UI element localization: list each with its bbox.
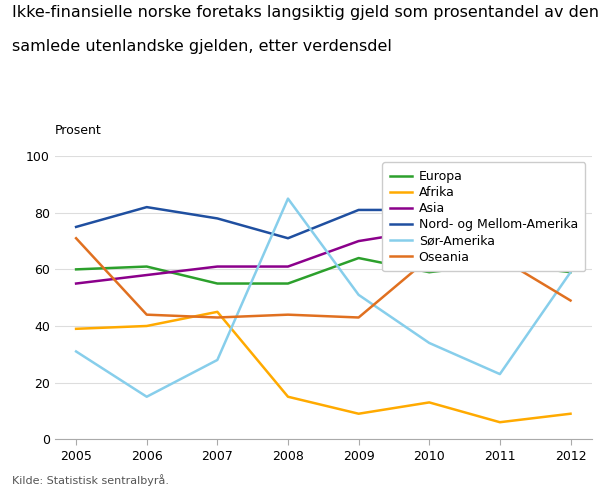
Line: Sør-Amerika: Sør-Amerika bbox=[76, 199, 570, 397]
Asia bbox=[567, 221, 574, 227]
Line: Asia: Asia bbox=[76, 224, 570, 284]
Europa bbox=[496, 261, 503, 266]
Oseania bbox=[214, 315, 221, 321]
Oseania bbox=[496, 255, 503, 261]
Sør-Amerika bbox=[496, 371, 503, 377]
Europa bbox=[567, 269, 574, 275]
Sør-Amerika bbox=[567, 269, 574, 275]
Line: Europa: Europa bbox=[76, 258, 570, 284]
Nord- og Mellom-Amerika bbox=[73, 224, 80, 230]
Line: Oseania: Oseania bbox=[76, 238, 570, 318]
Text: Ikke-finansielle norske foretaks langsiktig gjeld som prosentandel av den: Ikke-finansielle norske foretaks langsik… bbox=[12, 5, 599, 20]
Afrika bbox=[73, 326, 80, 332]
Europa bbox=[426, 269, 433, 275]
Asia bbox=[355, 238, 362, 244]
Nord- og Mellom-Amerika bbox=[214, 216, 221, 222]
Sør-Amerika bbox=[143, 394, 151, 400]
Oseania bbox=[284, 312, 292, 318]
Oseania bbox=[355, 315, 362, 321]
Afrika bbox=[426, 400, 433, 406]
Text: Kilde: Statistisk sentralbyrå.: Kilde: Statistisk sentralbyrå. bbox=[12, 474, 169, 486]
Nord- og Mellom-Amerika bbox=[143, 204, 151, 210]
Asia bbox=[143, 272, 151, 278]
Line: Nord- og Mellom-Amerika: Nord- og Mellom-Amerika bbox=[76, 207, 570, 238]
Asia bbox=[73, 281, 80, 286]
Sør-Amerika bbox=[73, 348, 80, 354]
Sør-Amerika bbox=[214, 357, 221, 363]
Afrika bbox=[284, 394, 292, 400]
Europa bbox=[284, 281, 292, 286]
Nord- og Mellom-Amerika bbox=[496, 210, 503, 216]
Europa bbox=[214, 281, 221, 286]
Text: Prosent: Prosent bbox=[55, 123, 102, 137]
Europa bbox=[73, 266, 80, 272]
Afrika bbox=[214, 309, 221, 315]
Sør-Amerika bbox=[355, 292, 362, 298]
Europa bbox=[143, 264, 151, 269]
Sør-Amerika bbox=[284, 196, 292, 202]
Asia bbox=[214, 264, 221, 269]
Nord- og Mellom-Amerika bbox=[426, 207, 433, 213]
Oseania bbox=[143, 312, 151, 318]
Nord- og Mellom-Amerika bbox=[355, 207, 362, 213]
Nord- og Mellom-Amerika bbox=[567, 213, 574, 219]
Afrika bbox=[567, 411, 574, 417]
Oseania bbox=[73, 235, 80, 241]
Text: samlede utenlandske gjelden, etter verdensdel: samlede utenlandske gjelden, etter verde… bbox=[12, 39, 392, 54]
Nord- og Mellom-Amerika bbox=[284, 235, 292, 241]
Line: Afrika: Afrika bbox=[76, 312, 570, 422]
Asia bbox=[426, 227, 433, 233]
Europa bbox=[355, 255, 362, 261]
Oseania bbox=[567, 298, 574, 304]
Asia bbox=[496, 232, 503, 238]
Afrika bbox=[496, 419, 503, 425]
Afrika bbox=[143, 323, 151, 329]
Sør-Amerika bbox=[426, 340, 433, 346]
Afrika bbox=[355, 411, 362, 417]
Oseania bbox=[426, 255, 433, 261]
Asia bbox=[284, 264, 292, 269]
Legend: Europa, Afrika, Asia, Nord- og Mellom-Amerika, Sør-Amerika, Oseania: Europa, Afrika, Asia, Nord- og Mellom-Am… bbox=[382, 163, 586, 271]
